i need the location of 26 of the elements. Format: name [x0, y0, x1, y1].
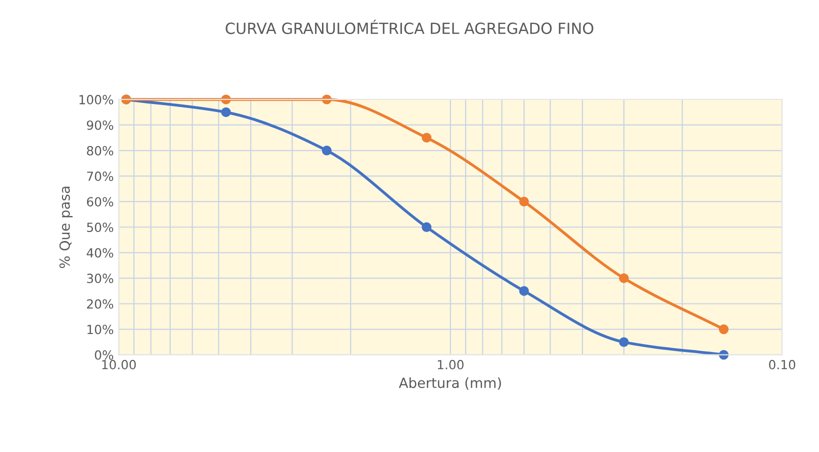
y-tick-label: 50% — [87, 222, 114, 232]
y-tick-label: 40% — [86, 248, 114, 258]
y-tick-label: 20% — [87, 299, 114, 309]
x-tick-label: 10.00 — [102, 360, 136, 370]
x-tick-label: 1.00 — [438, 360, 464, 370]
point — [519, 286, 529, 296]
point — [718, 324, 729, 334]
y-tick-label: 70% — [87, 172, 114, 181]
y-tick-label: 100% — [80, 94, 114, 104]
point — [519, 196, 529, 206]
y-tick-label: 60% — [86, 197, 114, 207]
y-tick-label: 90% — [86, 120, 114, 130]
point — [619, 273, 629, 284]
y-axis-title: % Que pasa — [59, 186, 73, 268]
point — [619, 337, 629, 347]
point — [322, 146, 332, 156]
y-tick-label: 30% — [87, 274, 114, 284]
y-tick-label: 80% — [86, 146, 114, 156]
point — [422, 222, 432, 232]
y-tick-label: 0% — [94, 350, 114, 360]
point — [422, 132, 432, 143]
point — [221, 107, 231, 118]
x-tick-label: 0.10 — [769, 360, 796, 370]
y-tick-label: 10% — [87, 324, 114, 334]
chart-title: CURVA GRANULOMÉTRICA DEL AGREGADO FINO — [226, 20, 594, 34]
x-axis-title: Abertura (mm) — [398, 377, 501, 390]
